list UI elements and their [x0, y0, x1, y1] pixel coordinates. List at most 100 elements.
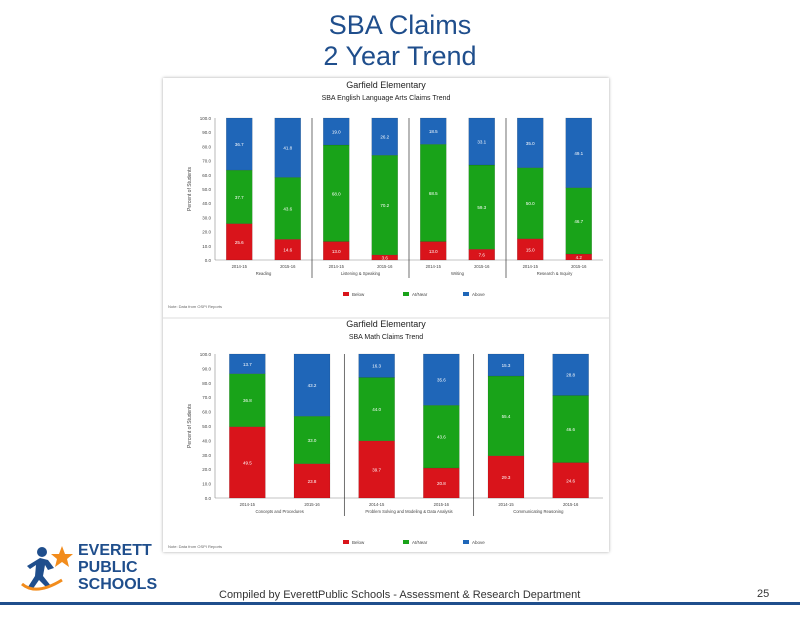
chart-0-data-label: 4.2	[576, 255, 583, 260]
footer-credit: Compiled by EverettPublic Schools - Asse…	[219, 589, 581, 601]
chart-0-data-label: 35.0	[526, 141, 535, 146]
chart-0-y-axis-label: Percent of Students	[187, 167, 193, 211]
chart-0-bar-above-1	[274, 117, 301, 178]
chart-0-bar-above-5	[468, 117, 495, 166]
chart-0-bar-atnear-3	[371, 155, 398, 256]
chart-0-bar-above-4	[420, 117, 447, 145]
chart-1-subtitle: SBA Math Claims Trend	[349, 334, 423, 341]
chart-0-bar-atnear-4	[420, 144, 447, 242]
chart-0-group-label: Writing	[451, 271, 465, 276]
chart-1-bar-atnear-3	[423, 405, 460, 469]
footer-rule	[0, 602, 800, 605]
chart-0-data-label: 3.6	[382, 255, 389, 260]
chart-1-legend-swatch-0	[343, 540, 349, 544]
chart-1-y-tick-label: 60.0	[202, 410, 211, 415]
logo-word-1: EVERETT	[78, 542, 152, 559]
chart-1-legend-swatch-1	[403, 540, 409, 544]
chart-1-bar-below-0	[229, 426, 266, 499]
logo-text: EVERETT PUBLIC SCHOOLS	[78, 542, 157, 593]
chart-0-y-tick-label: 100.0	[200, 116, 212, 121]
chart-0-bar-atnear-1	[274, 177, 301, 240]
chart-0-data-label: 68.0	[332, 191, 341, 196]
chart-0-y-tick-label: 10.0	[202, 244, 211, 249]
chart-1-group-label: Communicating Reasoning	[513, 509, 564, 514]
chart-1-data-label: 28.8	[566, 373, 575, 378]
chart-1-data-label: 33.0	[308, 438, 317, 443]
chart-0-bar-atnear-6	[517, 167, 544, 239]
chart-1-bar-below-2	[358, 440, 395, 499]
chart-0-data-label: 50.0	[526, 201, 535, 206]
chart-0-bar-above-7	[565, 117, 592, 188]
chart-0-y-tick-label: 80.0	[202, 144, 211, 149]
chart-1-bar-below-1	[293, 463, 331, 499]
chart-0-data-label: 25.6	[235, 240, 244, 245]
chart-0-x-tick-label: 2015-16	[280, 264, 296, 269]
chart-0-data-label: 59.3	[477, 205, 486, 210]
chart-panel: Garfield Elementary SBA English Language …	[163, 78, 609, 552]
chart-0-y-tick-label: 70.0	[202, 159, 211, 164]
chart-1-group-label: Concepts and Procedures	[255, 509, 303, 514]
chart-0-data-label: 18.5	[429, 129, 438, 134]
chart-0-legend-label-0: Below	[352, 292, 365, 297]
chart-1-bar-atnear-0	[229, 373, 266, 427]
chart-1-data-label: 35.6	[437, 378, 446, 383]
chart-1-bar-below-4	[487, 455, 525, 499]
chart-0-legend-label-2: Above	[472, 292, 485, 297]
chart-1-bar-atnear-4	[487, 375, 525, 457]
chart-0-x-tick-label: 2014-15	[329, 264, 345, 269]
chart-1-bar-below-3	[423, 467, 460, 499]
chart-0-data-label: 37.7	[235, 195, 244, 200]
chart-1-y-tick-label: 40.0	[202, 438, 211, 443]
slide-title-line-1: SBA Claims	[328, 10, 472, 40]
chart-0-x-tick-label: 2014-15	[232, 264, 248, 269]
chart-1-y-tick-label: 30.0	[202, 453, 211, 458]
chart-0-bar-atnear-5	[468, 164, 495, 250]
chart-1-data-label: 15.3	[502, 363, 511, 368]
chart-0-y-tick-label: 30.0	[202, 215, 211, 220]
chart-0-title: Garfield Elementary	[346, 80, 426, 90]
chart-1-y-tick-label: 20.0	[202, 467, 211, 472]
chart-1-data-label: 24.6	[566, 478, 575, 483]
chart-1-data-label: 36.8	[243, 398, 252, 403]
chart-1-bar-above-1	[293, 353, 331, 417]
chart-0-data-label: 49.1	[574, 151, 583, 156]
chart-0-data-label: 41.8	[283, 146, 292, 151]
chart-0-y-tick-label: 50.0	[202, 187, 211, 192]
chart-1-data-label: 46.6	[566, 427, 575, 432]
district-logo: EVERETT PUBLIC SCHOOLS	[18, 540, 178, 605]
runner-star-icon	[21, 546, 73, 591]
chart-0-legend-label-1: At/Near	[412, 292, 428, 297]
slide-title-line-2: 2 Year Trend	[323, 41, 477, 71]
chart-0-bar-above-3	[371, 117, 398, 156]
chart-1-data-label: 44.0	[372, 407, 381, 412]
chart-1-y-tick-label: 0.0	[205, 496, 212, 501]
chart-0-bar-atnear-0	[226, 169, 253, 224]
chart-0-y-tick-label: 90.0	[202, 130, 211, 135]
chart-1-legend-label-2: Above	[472, 540, 485, 545]
chart-1-x-tick-label: 2015-16	[304, 502, 320, 507]
page-number: 25	[757, 588, 770, 600]
chart-1-title: Garfield Elementary	[346, 319, 426, 329]
chart-0-x-tick-label: 2015-16	[377, 264, 393, 269]
chart-1-y-tick-label: 100.0	[200, 352, 212, 357]
chart-1-note: Note: Data from OSPI Reports	[168, 544, 222, 549]
chart-1-bar-above-2	[358, 353, 395, 378]
chart-0-bar-above-6	[517, 117, 544, 168]
chart-0-data-label: 7.6	[479, 253, 486, 258]
chart-1-data-label: 43.2	[308, 383, 317, 388]
chart-1-data-label: 29.3	[502, 475, 511, 480]
chart-0-y-tick-label: 20.0	[202, 230, 211, 235]
chart-1-data-label: 49.5	[243, 460, 252, 465]
chart-1-group-label: Problem Solving and Modeling & Data Anal…	[365, 509, 452, 514]
chart-1-data-label: 23.8	[308, 479, 317, 484]
chart-0-data-label: 13.0	[332, 249, 341, 254]
chart-1-y-tick-label: 70.0	[202, 395, 211, 400]
chart-0-data-label: 68.5	[429, 191, 438, 196]
slide-title: SBA Claims 2 Year Trend	[0, 10, 800, 72]
chart-0-data-label: 26.2	[380, 135, 389, 140]
logo-word-3: SCHOOLS	[78, 576, 158, 593]
chart-1-bar-above-3	[423, 353, 460, 406]
chart-0-data-label: 43.6	[283, 206, 292, 211]
chart-0-bar-above-0	[226, 117, 253, 171]
chart-0-x-tick-label: 2015-16	[474, 264, 490, 269]
